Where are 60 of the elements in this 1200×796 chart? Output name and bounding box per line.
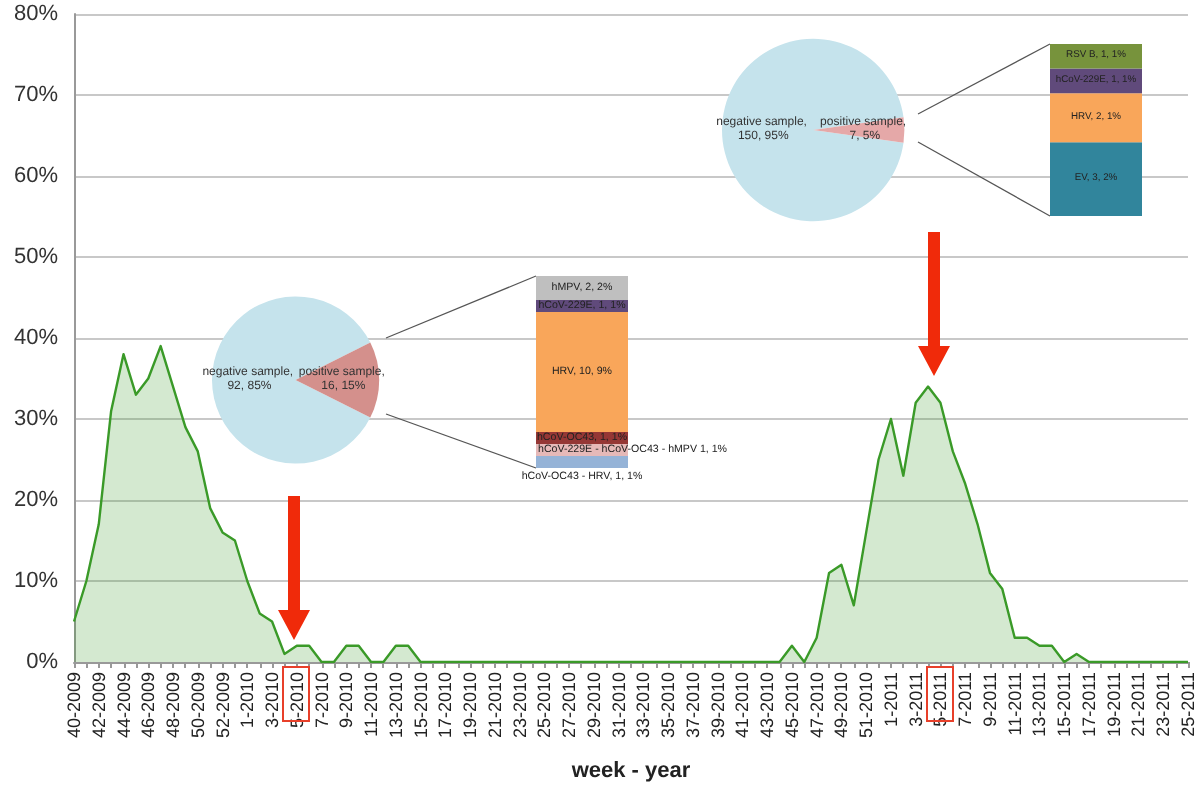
x-tick-label: 29-2010 <box>583 672 604 739</box>
x-tick-label: 17-2011 <box>1078 672 1099 737</box>
x-tick-label: 41-2010 <box>732 672 753 739</box>
y-tick-label: 80% <box>13 2 59 26</box>
y-tick-label: 40% <box>13 326 59 350</box>
y-tick-label: 70% <box>13 83 59 107</box>
x-tick-label: 15-2010 <box>410 672 431 739</box>
x-tick-label: 35-2010 <box>658 672 679 739</box>
y-tick-label: 50% <box>13 245 59 269</box>
x-tick-label: 39-2010 <box>707 672 728 739</box>
x-tick-label: 9-2010 <box>336 672 357 729</box>
x-tick-label: 23-2011 <box>1153 672 1174 737</box>
x-tick-label: 5-2011 <box>930 672 951 727</box>
x-tick-label: 7-2011 <box>955 672 976 727</box>
x-tick-label: 13-2011 <box>1029 672 1050 737</box>
x-tick-label: 1-2010 <box>237 672 258 729</box>
x-tick-label: 25-2010 <box>534 672 555 739</box>
x-tick-label: 17-2010 <box>435 672 456 739</box>
x-tick-label: 11-2010 <box>361 672 382 737</box>
x-tick-label: 44-2009 <box>113 672 134 739</box>
x-tick-label: 43-2010 <box>757 672 778 739</box>
y-tick-label: 30% <box>13 407 59 431</box>
x-tick-label: 19-2011 <box>1103 672 1124 737</box>
x-tick-label: 47-2010 <box>806 672 827 739</box>
x-axis-title: week - year <box>569 759 692 783</box>
x-tick-label: 37-2010 <box>682 672 703 739</box>
x-tick-label: 48-2009 <box>163 672 184 739</box>
x-tick-label: 52-2009 <box>212 672 233 739</box>
x-tick-label: 7-2010 <box>311 672 332 729</box>
x-tick-label: 46-2009 <box>138 672 159 739</box>
x-tick-label: 42-2009 <box>88 672 109 739</box>
x-tick-label: 49-2010 <box>831 672 852 739</box>
x-tick-label: 33-2010 <box>633 672 654 739</box>
x-tick-label: 11-2011 <box>1004 672 1025 736</box>
x-tick-label: 9-2011 <box>979 672 1000 727</box>
x-tick-label: 19-2010 <box>460 672 481 739</box>
x-tick-label: 21-2011 <box>1128 672 1149 737</box>
x-tick-label: 25-2011 <box>1178 672 1198 737</box>
x-tick-label: 3-2010 <box>262 672 283 729</box>
x-tick-label: 15-2011 <box>1054 672 1075 737</box>
x-tick-label: 1-2011 <box>880 672 901 727</box>
bar <box>1050 142 1142 216</box>
x-tick-label: 3-2011 <box>905 672 926 727</box>
bar <box>1050 44 1142 69</box>
bar <box>536 456 628 468</box>
bar <box>1050 93 1142 143</box>
x-tick-label: 45-2010 <box>781 672 802 739</box>
x-tick-label: 40-2009 <box>64 672 84 739</box>
y-tick-label: 10% <box>13 569 59 593</box>
x-tick-label: 51-2010 <box>856 672 877 739</box>
x-tick-label: 21-2010 <box>484 672 505 739</box>
y-tick-label: 0% <box>26 650 59 674</box>
x-tick-label: 50-2009 <box>187 672 208 739</box>
bar <box>536 312 628 432</box>
y-tick-label: 60% <box>13 164 59 188</box>
x-tick-label: 23-2010 <box>509 672 530 739</box>
x-tick-label: 31-2010 <box>608 672 629 739</box>
x-tick-label: 13-2010 <box>385 672 406 739</box>
x-tick-label: 27-2010 <box>559 672 580 739</box>
y-tick-label: 20% <box>13 488 59 512</box>
